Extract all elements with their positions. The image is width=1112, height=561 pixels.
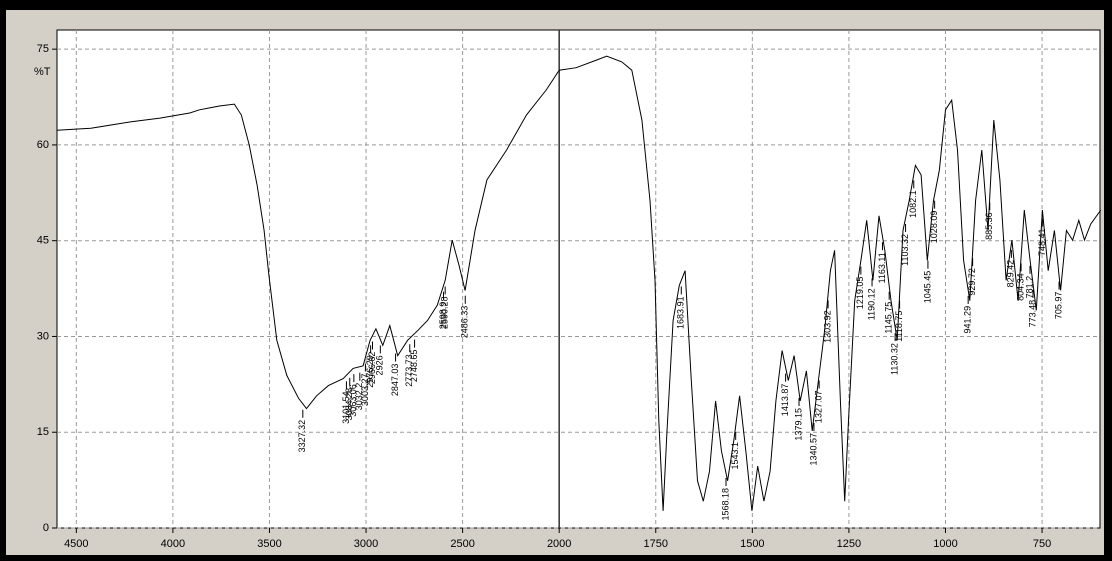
peak-label: 1145.75 [884,302,894,334]
x-tick-label: 4500 [64,538,88,550]
peak-label: 829.42 [1006,260,1016,288]
peak-label: 1568.18 [720,488,730,521]
peak-label: 2976.29 [365,355,375,388]
peak-label: 1379.15 [793,408,803,441]
peak-label: 1303.92 [822,310,832,343]
y-tick-label: 30 [37,330,49,342]
peak-label: 2926 [375,355,385,375]
peak-label: 1413.87 [780,384,790,417]
x-tick-label: 3500 [257,538,281,550]
y-tick-label: 75 [37,43,49,55]
peak-label: 1190.12 [866,288,876,320]
x-tick-label: 2500 [450,538,474,550]
peak-label: 2847.03 [390,364,400,397]
peak-label: 3003.27 [360,374,370,407]
y-tick-label: 45 [37,235,49,247]
peak-label: 3084.28 [344,388,354,421]
plot-area [56,29,1101,529]
peak-label: 3327.32 [297,420,307,453]
y-axis-label: %T [34,66,51,78]
x-tick-label: 1500 [740,538,764,550]
peak-label: 2748.65 [409,350,419,383]
peak-label: 3032.2 [354,383,364,411]
peak-label: 705.97 [1053,292,1063,320]
peak-label: 1045.45 [922,271,932,304]
y-tick-label: 60 [37,139,49,151]
x-tick-label: 3000 [354,538,378,550]
peak-label: 2598.9 [438,302,448,330]
peak-label: 3101.54 [341,391,351,424]
peak-label: 2773.73 [404,354,414,387]
y-tick-label: 15 [37,426,49,438]
peak-label: 748.41 [1037,228,1047,256]
peak-label: 1082.1 [908,190,918,218]
peak-label: 3063.06 [348,384,358,417]
spectrum-line [56,55,1102,511]
peak-label: 1028.09 [929,211,939,244]
peak-label: 1219.05 [855,277,865,310]
peak-label: 1683.91 [676,296,686,329]
x-tick-label: 750 [1033,538,1051,550]
peak-label: 1118.75 [894,311,904,342]
peak-label: 773.48 [1027,300,1037,328]
peak-label: 1340.57 [808,433,818,466]
peak-label: 781.2 [1024,276,1034,299]
y-tick-label: 0 [43,522,49,534]
x-tick-label: 2000 [547,538,571,550]
x-tick-label: 1000 [933,538,957,550]
peak-label: 929.72 [967,268,977,296]
peak-label: 1103.32 [900,234,910,266]
peak-label: 2486.33 [460,306,470,339]
peak-label: 1543.1 [730,442,740,470]
peak-label: 1130.32 [890,343,900,375]
peak-label: 1163.11 [877,252,887,283]
x-tick-label: 1250 [837,538,861,550]
peak-label: 1327.07 [814,391,824,424]
peak-label: 2590.28 [440,296,450,329]
peak-label: 941.29 [963,306,973,334]
x-tick-label: 1750 [644,538,668,550]
peak-label: 2966.62 [367,352,377,385]
x-tick-label: 4000 [161,538,185,550]
peak-label: 885.36 [984,212,994,240]
peak-label: 804.34 [1015,273,1025,301]
